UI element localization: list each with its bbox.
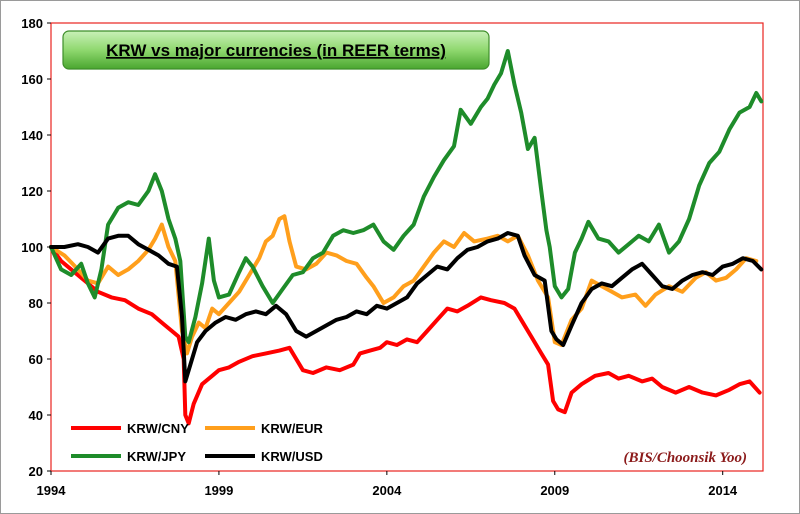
legend-label-krw-eur: KRW/EUR xyxy=(261,421,323,436)
y-tick-label: 160 xyxy=(21,72,43,87)
legend-label-krw-usd: KRW/USD xyxy=(261,449,323,464)
x-tick-label: 1994 xyxy=(37,483,67,498)
y-tick-label: 100 xyxy=(21,240,43,255)
x-axis: 1994 1999 2004 2009 2014 xyxy=(37,471,738,498)
title-box: KRW vs major currencies (in REER terms) xyxy=(62,30,490,70)
legend-item-krw-jpy: KRW/JPY xyxy=(71,449,186,464)
y-tick-label: 80 xyxy=(29,296,43,311)
y-tick-label: 120 xyxy=(21,184,43,199)
plot-area xyxy=(50,22,764,472)
legend-item-krw-eur: KRW/EUR xyxy=(205,421,323,436)
legend-label-krw-cny: KRW/CNY xyxy=(127,421,189,436)
x-tick-label: 2004 xyxy=(372,483,402,498)
legend-label-krw-jpy: KRW/JPY xyxy=(127,449,186,464)
series-line-krw-jpy xyxy=(49,49,764,345)
legend-item-krw-cny: KRW/CNY xyxy=(71,421,189,436)
legend: KRW/CNY KRW/EUR KRW/JPY KRW/USD xyxy=(71,421,323,464)
y-tick-label: 20 xyxy=(29,464,43,479)
series-line-krw-eur xyxy=(49,214,759,356)
y-tick-label: 40 xyxy=(29,408,43,423)
y-axis: 20 40 60 80 100 120 140 160 180 xyxy=(21,16,51,479)
legend-item-krw-usd: KRW/USD xyxy=(205,449,323,464)
x-tick-label: 2014 xyxy=(708,483,738,498)
y-tick-label: 140 xyxy=(21,128,43,143)
series-line-krw-usd xyxy=(49,231,764,384)
x-tick-label: 1999 xyxy=(204,483,233,498)
source-credit: (BIS/Choonsik Yoo) xyxy=(623,450,747,466)
y-tick-label: 60 xyxy=(29,352,43,367)
chart-title: KRW vs major currencies (in REER terms) xyxy=(106,41,446,60)
y-tick-label: 180 xyxy=(21,16,43,31)
x-tick-label: 2009 xyxy=(540,483,569,498)
series-group xyxy=(49,49,764,426)
